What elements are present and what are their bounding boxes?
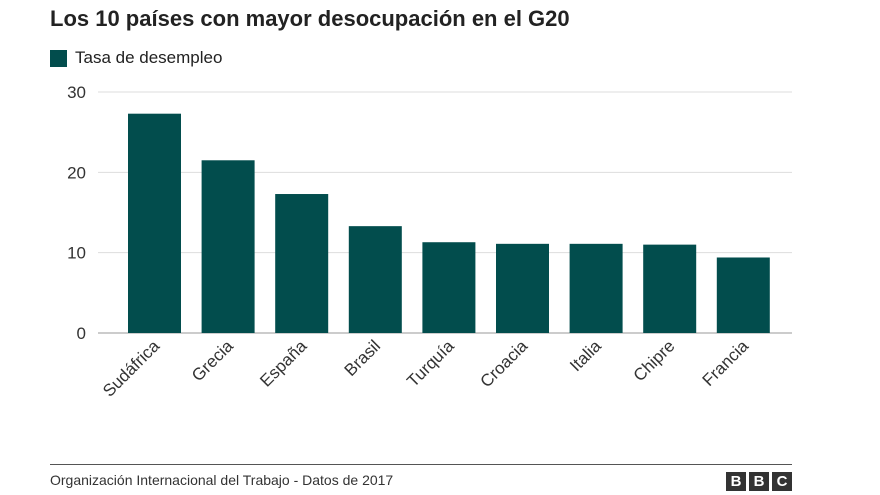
x-tick-label: Grecia	[188, 336, 237, 385]
x-tick-label: Francia	[699, 336, 753, 390]
bar	[569, 243, 623, 333]
bar	[643, 244, 697, 333]
legend-swatch	[50, 49, 67, 67]
bar	[348, 226, 402, 333]
bar	[422, 242, 476, 333]
bar	[201, 160, 255, 333]
bar	[128, 113, 181, 333]
legend: Tasa de desempleo	[50, 48, 222, 68]
legend-label: Tasa de desempleo	[75, 48, 223, 67]
x-tick-label: Brasil	[341, 336, 384, 379]
bar	[275, 194, 329, 333]
source-note: Organización Internacional del Trabajo -…	[50, 472, 394, 488]
x-tick-label: Sudáfrica	[99, 336, 164, 401]
x-tick-label: Italia	[566, 336, 605, 375]
bbc-logo-letter: B	[726, 472, 746, 491]
y-tick-label: 30	[67, 83, 86, 102]
x-tick-label: Chipre	[630, 336, 679, 385]
y-tick-label: 10	[67, 244, 86, 263]
bar	[716, 257, 770, 333]
chart-title: Los 10 países con mayor desocupación en …	[50, 6, 570, 31]
footer-divider	[50, 464, 792, 465]
x-tick-label: Turquía	[403, 336, 458, 391]
bbc-logo-letter: B	[749, 472, 769, 491]
x-tick-label: España	[256, 336, 311, 391]
bbc-logo: B B C	[726, 472, 792, 491]
y-tick-label: 20	[67, 163, 86, 182]
x-tick-label: Croacia	[476, 336, 531, 391]
bar	[496, 243, 549, 333]
y-tick-label: 0	[77, 324, 86, 343]
bar-chart: 0 10 20 30 Sudáfrica Grecia España Brasil Turquí…	[67, 83, 792, 401]
bbc-logo-letter: C	[772, 472, 792, 491]
